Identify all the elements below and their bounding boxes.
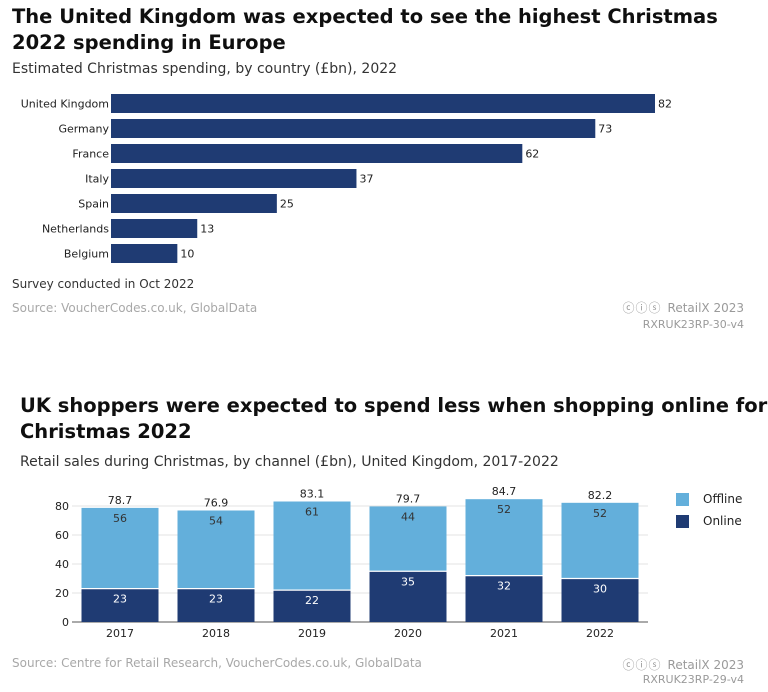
offline-value-label: 52 [497,503,511,516]
data-label: 37 [359,173,373,186]
bar [111,94,655,113]
offline-value-label: 61 [305,506,319,519]
chart2-brand: ⓒⓘⓢ RetailX 2023 [623,656,745,673]
bar [111,119,596,138]
legend-swatch-offline [676,492,689,506]
bar [111,144,523,163]
x-tick-label: 2019 [298,627,326,640]
category-label: Spain [78,198,109,211]
online-value-label: 32 [497,580,511,593]
chart2-title: UK shoppers were expected to spend less … [20,394,768,443]
bar [111,194,277,213]
bar-offline [177,510,255,589]
bar [111,169,357,188]
creative-commons-icon: ⓒⓘⓢ [622,658,662,672]
bar-offline [273,501,351,591]
x-tick-label: 2021 [490,627,518,640]
chart1-subtitle: Estimated Christmas spending, by country… [12,61,398,77]
online-value-label: 35 [401,575,415,588]
chart2-plot: 0 20 40 60 80 78.7 56 23 2017 76.9 54 23 2018 83.1 61 2… [55,485,648,640]
chart1-code: RXRUK23RP-30-v4 [642,318,744,331]
bar-offline [465,499,543,576]
total-label: 76.9 [204,496,229,509]
data-label: 10 [180,248,194,261]
x-tick-label: 2022 [586,627,614,640]
offline-value-label: 56 [113,512,127,525]
category-label: Belgium [64,248,109,261]
bar-online [273,590,351,622]
data-label: 82 [658,98,672,111]
chart2-subtitle: Retail sales during Christmas, by channe… [20,454,559,470]
bar [111,244,178,263]
x-tick-label: 2020 [394,627,422,640]
legend-swatch-online [676,514,689,528]
chart2-legend: Offline Online [676,488,742,532]
category-label: France [72,148,109,161]
chart1-plot: United Kingdom 82 Germany 73 France 62 Italy 37… [21,94,672,263]
y-tick-label: 0 [62,616,69,629]
chart1-brand-label: RetailX 2023 [667,301,744,315]
bar-online [369,571,447,622]
total-label: 78.7 [108,494,133,507]
data-label: 13 [200,223,214,236]
online-value-label: 23 [209,593,223,606]
total-label: 84.7 [492,485,517,498]
bar-online [561,578,639,622]
bar [111,219,198,238]
bar-offline [561,502,639,579]
bar-online [81,588,159,622]
legend-label-offline: Offline [703,492,743,506]
category-label: United Kingdom [21,98,109,111]
bar-online [465,575,543,622]
y-tick-label: 80 [55,500,69,513]
legend-item-online: Online [676,510,742,532]
data-label: 25 [280,198,294,211]
bar-offline [369,506,447,572]
y-tick-label: 40 [55,558,69,571]
legend-label-online: Online [703,514,742,528]
category-label: Germany [58,123,109,136]
creative-commons-icon: ⓒⓘⓢ [622,301,662,315]
chart2-code: RXRUK23RP-29-v4 [642,673,744,686]
offline-value-label: 52 [593,507,607,520]
offline-value-label: 54 [209,514,223,527]
offline-value-label: 44 [401,510,415,523]
online-value-label: 22 [305,594,319,607]
total-label: 79.7 [396,492,421,505]
total-label: 83.1 [300,488,325,501]
x-tick-label: 2018 [202,627,230,640]
data-label: 62 [525,148,539,161]
total-label: 82.2 [588,489,613,502]
data-label: 73 [598,123,612,136]
category-label: Netherlands [42,223,109,236]
online-value-label: 23 [113,593,127,606]
chart1-note: Survey conducted in Oct 2022 [12,277,195,291]
bar-offline [81,507,159,589]
category-label: Italy [85,173,109,186]
y-tick-label: 20 [55,587,69,600]
chart2-brand-label: RetailX 2023 [667,658,744,672]
chart1-brand: ⓒⓘⓢ RetailX 2023 [623,299,745,316]
bar-online [177,588,255,622]
chart1-source: Source: VoucherCodes.co.uk, GlobalData [12,301,258,315]
chart2-source: Source: Centre for Retail Research, Vouc… [12,656,422,670]
online-value-label: 30 [593,583,607,596]
x-tick-label: 2017 [106,627,134,640]
chart1-title: The United Kingdom was expected to see t… [12,5,718,54]
legend-item-offline: Offline [676,488,742,510]
y-tick-label: 60 [55,529,69,542]
